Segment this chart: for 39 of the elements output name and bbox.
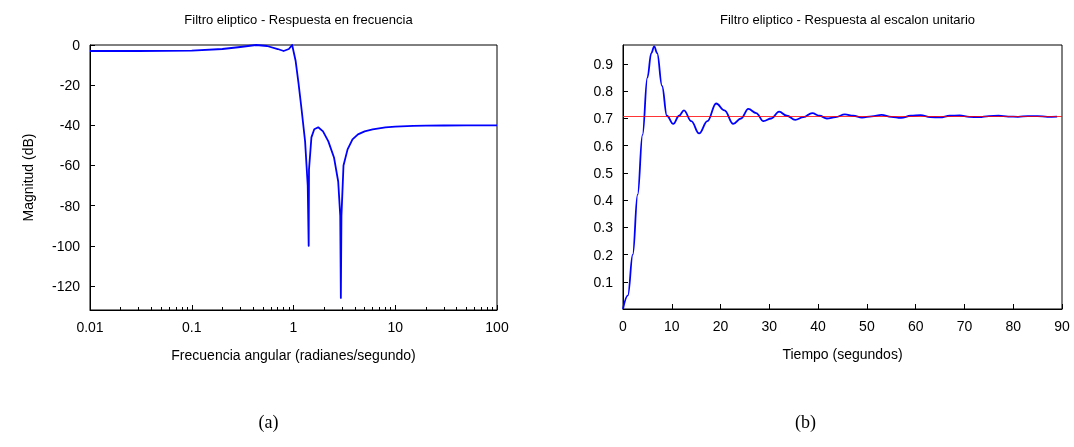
x-tick-label: 100: [485, 319, 509, 335]
y-tick-label: 0.6: [593, 137, 614, 154]
x-tick-label: 1: [289, 319, 298, 335]
x-tick-label: 0.01: [76, 319, 104, 335]
x-tick-label: 20: [712, 318, 729, 334]
x-axis-title: Tiempo (segundos): [782, 346, 903, 362]
chart-title: Filtro eliptico - Respuesta en frecuencia: [184, 12, 414, 27]
y-tick-label: 0.2: [593, 246, 614, 263]
line-series: [622, 45, 1059, 310]
x-tick-label: 70: [956, 318, 973, 334]
y-tick-label: 0.7: [593, 110, 614, 127]
y-tick-label: 0.9: [593, 56, 614, 73]
x-tick-label: 50: [859, 318, 875, 334]
y-tick-label: 0.8: [593, 83, 614, 100]
x-tick-label: 0.1: [182, 319, 202, 335]
x-tick-label: 60: [907, 318, 924, 334]
x-tick-label: 10: [387, 319, 404, 335]
x-tick-label: 40: [810, 318, 827, 334]
x-axis-title: Frecuencia angular (radianes/segundo): [171, 347, 416, 363]
y-tick-label: 0: [72, 37, 81, 53]
x-tick-label: 90: [1054, 318, 1070, 334]
x-tick-label: 0: [619, 318, 628, 334]
y-tick-label: -80: [59, 197, 81, 214]
y-tick-label: 0.3: [593, 219, 614, 236]
y-axis-title: Magnitud (dB): [20, 133, 36, 222]
x-tick-label: 80: [1005, 318, 1022, 334]
y-tick-label: 0.5: [593, 164, 614, 181]
text: (b): [795, 412, 817, 433]
x-tick-label: 30: [761, 318, 778, 334]
y-tick-label: -20: [59, 77, 81, 94]
y-tick-label: -60: [59, 157, 81, 174]
y-tick-label: -40: [59, 117, 81, 134]
y-tick-label: 0.1: [593, 273, 614, 290]
y-tick-label: 0.4: [593, 192, 614, 209]
y-tick-label: -120: [51, 277, 81, 294]
chart-title: Filtro eliptico - Respuesta al escalon unitario: [719, 12, 976, 27]
x-tick-label: 10: [663, 318, 680, 334]
text: (a): [258, 412, 279, 433]
y-tick-label: -100: [51, 237, 81, 254]
